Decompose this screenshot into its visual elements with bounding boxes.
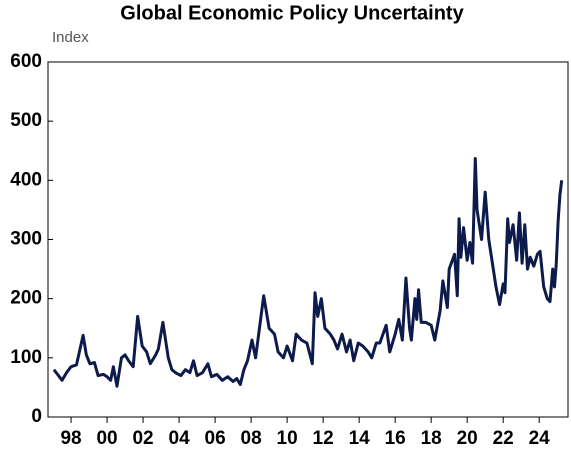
line: [52, 156, 564, 388]
x-tick-label: 24: [529, 428, 551, 449]
chart-title: Global Economic Policy Uncertainty: [120, 2, 464, 24]
x-tick-label: 06: [205, 428, 226, 449]
x-tick-label: 02: [132, 428, 153, 449]
x-tick-label: 12: [313, 428, 334, 449]
x-tick-label: 98: [60, 428, 81, 449]
x-tick-label: 16: [385, 428, 406, 449]
y-tick-label: 400: [10, 169, 42, 190]
x-tick-label: 22: [493, 428, 514, 449]
y-axis-label: Index: [52, 29, 89, 46]
y-tick-label: 200: [10, 288, 42, 309]
x-tick-label: 00: [96, 428, 117, 449]
x-tick-label: 10: [277, 428, 298, 449]
y-tick-label: 300: [10, 229, 42, 250]
y-tick-label: 0: [31, 406, 42, 427]
x-tick-label: 14: [349, 428, 371, 449]
x-tick-label: 04: [169, 428, 191, 449]
y-tick-label: 100: [10, 347, 42, 368]
x-tick-label: 18: [421, 428, 442, 449]
x-tick-label: 20: [457, 428, 478, 449]
y-tick-label: 600: [10, 51, 42, 72]
y-tick-label: 500: [10, 110, 42, 131]
x-tick-label: 08: [241, 428, 262, 449]
